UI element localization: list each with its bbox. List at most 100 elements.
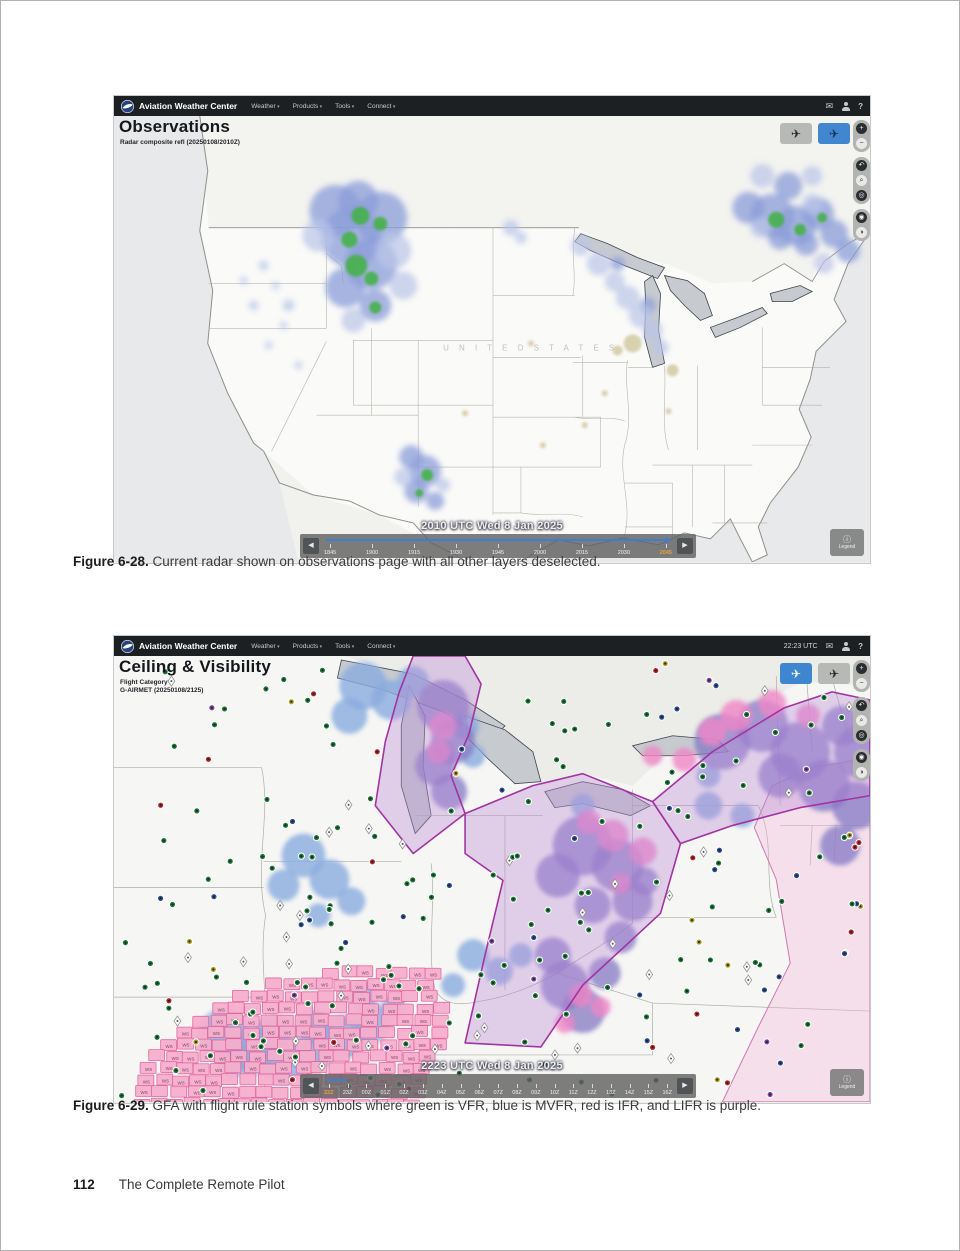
awc-brand[interactable]: Aviation Weather Center xyxy=(121,639,237,653)
timeline-tick-22Z[interactable]: 22Z xyxy=(324,1084,334,1096)
nav-menu-weather[interactable]: Weather xyxy=(251,103,279,110)
book-footer: 112 The Complete Remote Pilot xyxy=(73,1177,285,1192)
nav-menu-weather[interactable]: Weather xyxy=(251,643,279,650)
nav-menu-products[interactable]: Products xyxy=(293,643,323,650)
timeline-labels: 1845 1900 1915 1930 1945 2000 2015 2030 2045 xyxy=(324,544,672,556)
svg-text:WS: WS xyxy=(216,1020,223,1025)
zoom-in-button[interactable]: + xyxy=(856,663,867,674)
user-icon[interactable] xyxy=(841,101,850,111)
timeline-tick-09Z[interactable]: 09Z xyxy=(531,1084,541,1096)
map-canvas[interactable]: WS WS WS WS WS WS WS WS WS WS WS WS WS WS WS WS WS WS WS WS… xyxy=(114,656,870,1102)
svg-text:WS: WS xyxy=(290,996,297,1001)
screenshot-observations: Aviation Weather Center Weather Products T… xyxy=(113,95,871,564)
timeline-prev-button[interactable]: ◀ xyxy=(303,1078,319,1094)
mail-icon[interactable]: ✉ xyxy=(825,100,834,111)
timeline-tick-2000[interactable]: 2000 xyxy=(533,544,547,556)
nav-menu-connect[interactable]: Connect xyxy=(367,103,395,110)
info-icon: ⓘ xyxy=(843,534,851,544)
svg-text:WS: WS xyxy=(254,1056,261,1061)
timeline-tick-23Z[interactable]: 23Z xyxy=(342,1084,353,1096)
reset-view-button[interactable]: ↶ xyxy=(856,700,867,711)
flights-toggle-button[interactable]: ✈ xyxy=(780,123,812,144)
timeline-tick-00Z[interactable]: 00Z xyxy=(361,1084,372,1096)
search-button[interactable]: ⌕ xyxy=(856,175,867,186)
reset-view-button[interactable]: ↶ xyxy=(856,160,867,171)
timeline-tick-04Z[interactable]: 04Z xyxy=(436,1084,447,1096)
timeline-tick-08Z[interactable]: 08Z xyxy=(512,1084,522,1096)
plane-mode-toggle-button[interactable]: ✈ xyxy=(818,123,850,144)
awc-brand[interactable]: Aviation Weather Center xyxy=(121,99,237,113)
timeline-tick-1930[interactable]: 1930 xyxy=(449,544,463,556)
timeline-tick-07Z[interactable]: 07Z xyxy=(493,1084,503,1096)
nav-menu-tools[interactable]: Tools xyxy=(335,643,354,650)
timeline-tick-03Z[interactable]: 03Z xyxy=(418,1084,428,1096)
svg-text:WS: WS xyxy=(321,982,328,987)
utc-clock: 22:23 UTC xyxy=(783,642,818,650)
layers-button[interactable]: ◉ xyxy=(856,212,867,223)
zoom-in-button[interactable]: + xyxy=(856,123,867,134)
timeline-tick-14Z[interactable]: 14Z xyxy=(624,1084,635,1096)
timeline-track[interactable]: 1845 1900 1915 1930 1945 2000 2015 2030 2045 xyxy=(322,534,674,558)
timeline-tick-1900[interactable]: 1900 xyxy=(365,544,379,556)
timeline-next-button[interactable]: ▶ xyxy=(677,538,693,554)
timeline-tick-2015[interactable]: 2015 xyxy=(575,544,589,556)
timeline-tick-16Z[interactable]: 16Z xyxy=(662,1084,672,1096)
svg-text:WS: WS xyxy=(419,1043,426,1048)
search-button[interactable]: ⌕ xyxy=(856,715,867,726)
timeline-tick-10Z[interactable]: 10Z xyxy=(549,1084,560,1096)
nav-menu-connect[interactable]: Connect xyxy=(367,643,395,650)
timeline-tick-15Z[interactable]: 15Z xyxy=(643,1084,654,1096)
timeline-tick-06Z[interactable]: 06Z xyxy=(474,1084,485,1096)
timeline-track[interactable]: 22Z 23Z 00Z 01Z 02Z 03Z 04Z 05Z 06Z 07Z 08Z 09Z 10Z 1… xyxy=(322,1074,674,1098)
timeline-prev-button[interactable]: ◀ xyxy=(303,538,319,554)
nav-menu-products[interactable]: Products xyxy=(293,103,323,110)
timeline-progress xyxy=(326,537,672,543)
nav-right: ✉ ? xyxy=(825,100,863,111)
timeline-tick-13Z[interactable]: 13Z xyxy=(606,1084,616,1096)
flights-toggle-button[interactable]: ✈ xyxy=(780,663,812,684)
help-icon[interactable]: ? xyxy=(858,101,863,111)
layer-subtitle: Radar composite refl (20250108/2010Z) xyxy=(120,139,240,146)
screenshot-ceiling-visibility: Aviation Weather Center Weather Products T… xyxy=(113,635,871,1104)
layer-subtitle-flight-category: Flight Category xyxy=(120,679,168,686)
caption-text: GFA with flight rule station symbols whe… xyxy=(152,1098,762,1113)
locate-button[interactable]: ◎ xyxy=(856,730,867,741)
svg-text:WS: WS xyxy=(306,982,313,987)
timeline-tick-05Z[interactable]: 05Z xyxy=(455,1084,466,1096)
user-icon[interactable] xyxy=(841,641,850,651)
timeline-tick-1845[interactable]: 1845 xyxy=(324,544,337,556)
awc-navbar: Aviation Weather Center Weather Products T… xyxy=(114,636,870,656)
timeline-tick-1945[interactable]: 1945 xyxy=(491,544,505,556)
legend-button[interactable]: ⓘ Legend xyxy=(830,1069,864,1096)
nav-menu-tools[interactable]: Tools xyxy=(335,103,354,110)
map-canvas[interactable]: U N I T E D S T A T E S xyxy=(114,116,870,562)
svg-text:WS: WS xyxy=(289,983,296,988)
zoom-out-button[interactable]: − xyxy=(856,678,867,689)
svg-text:WS: WS xyxy=(256,996,263,1001)
svg-text:WS: WS xyxy=(381,973,388,978)
timeline-tick-2045[interactable]: 2045 xyxy=(659,544,672,556)
zoom-out-button[interactable]: − xyxy=(856,138,867,149)
locate-button[interactable]: ◎ xyxy=(856,190,867,201)
timeline-tick-11Z[interactable]: 11Z xyxy=(568,1084,578,1096)
control-segment: ◉ ◑ xyxy=(853,749,870,781)
basemap-button[interactable]: ◑ xyxy=(856,227,867,238)
layers-button[interactable]: ◉ xyxy=(856,752,867,763)
svg-text:WS: WS xyxy=(373,983,380,988)
timeline-tick-2030[interactable]: 2030 xyxy=(617,544,631,556)
timeline-next-button[interactable]: ▶ xyxy=(677,1078,693,1094)
legend-button[interactable]: ⓘ Legend xyxy=(830,529,864,556)
basemap-button[interactable]: ◑ xyxy=(856,767,867,778)
timeline-tick-12Z[interactable]: 12Z xyxy=(587,1084,597,1096)
gfa-map: WS WS WS WS WS WS WS WS WS WS WS WS WS WS WS WS WS WS WS WS… xyxy=(114,656,870,1103)
svg-text:WS: WS xyxy=(166,1066,173,1071)
help-icon[interactable]: ? xyxy=(858,641,863,651)
timeline-tick-01Z[interactable]: 01Z xyxy=(380,1084,390,1096)
plane-mode-toggle-button[interactable]: ✈ xyxy=(818,663,850,684)
svg-text:WS: WS xyxy=(182,1032,189,1037)
svg-text:WS: WS xyxy=(193,1090,200,1095)
timeline-tick-02Z[interactable]: 02Z xyxy=(399,1084,409,1096)
control-segment: ↶ ⌕ ◎ xyxy=(853,697,870,744)
timeline-tick-1915[interactable]: 1915 xyxy=(407,544,421,556)
mail-icon[interactable]: ✉ xyxy=(825,640,834,651)
